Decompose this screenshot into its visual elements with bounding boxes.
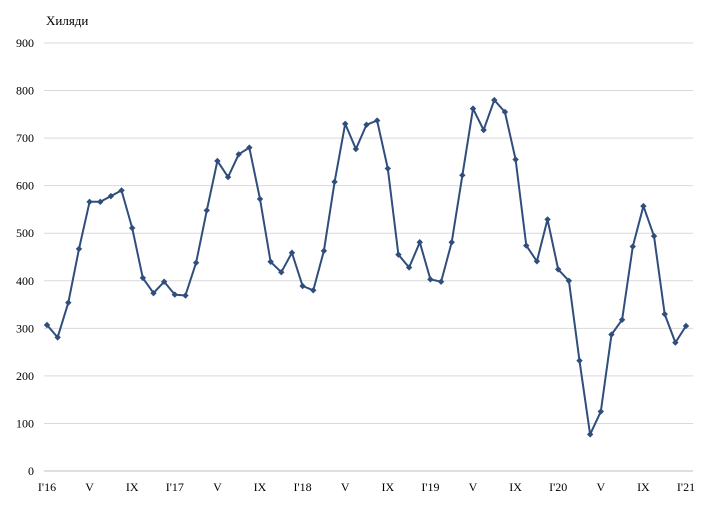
x-tick-label: V — [341, 480, 350, 494]
data-point — [288, 249, 296, 256]
y-axis-ticks: 0 100 200 300 400 500 600 700 800 900 — [16, 36, 34, 478]
data-point — [427, 276, 434, 283]
data-point — [512, 156, 519, 163]
data-point — [384, 165, 391, 172]
data-point — [650, 232, 658, 240]
data-point — [97, 198, 104, 206]
x-tick-label: IX — [254, 480, 267, 494]
data-point — [182, 292, 189, 299]
data-point — [150, 289, 157, 297]
data-point — [682, 322, 690, 330]
x-tick-label: V — [596, 480, 605, 494]
data-point — [118, 187, 125, 194]
x-tick-label: I'19 — [421, 480, 439, 494]
data-point — [267, 258, 274, 265]
y-tick-label: 300 — [16, 321, 34, 335]
data-point — [139, 274, 147, 282]
x-tick-label: IX — [637, 480, 650, 494]
data-point — [373, 117, 381, 124]
y-tick-label: 900 — [16, 36, 34, 50]
data-point — [437, 278, 445, 285]
data-point — [43, 321, 51, 329]
x-tick-label: IX — [381, 480, 394, 494]
data-point — [672, 339, 679, 346]
data-point — [661, 310, 668, 318]
x-tick-label: I'21 — [677, 480, 695, 494]
x-tick-label: V — [213, 480, 222, 494]
x-tick-label: I'20 — [549, 480, 567, 494]
data-point — [192, 259, 200, 266]
data-point — [597, 408, 604, 415]
y-tick-label: 500 — [16, 226, 34, 240]
data-point — [416, 239, 423, 246]
data-point — [235, 151, 242, 158]
y-tick-label: 0 — [28, 464, 34, 478]
y-tick-label: 200 — [16, 369, 34, 383]
data-point — [171, 291, 178, 298]
data-point — [629, 243, 636, 250]
data-point — [342, 120, 349, 128]
data-point — [448, 239, 455, 246]
data-point — [246, 144, 253, 151]
x-tick-label: I'16 — [38, 480, 56, 494]
data-point — [86, 198, 93, 206]
data-point — [310, 287, 317, 294]
data-point — [459, 172, 466, 179]
data-point — [352, 145, 360, 153]
data-point — [129, 224, 136, 232]
x-tick-label: IX — [509, 480, 522, 494]
data-point — [480, 126, 487, 134]
data-point — [469, 105, 477, 112]
y-tick-label: 400 — [16, 274, 34, 288]
data-point — [299, 282, 306, 290]
data-point — [331, 178, 338, 186]
data-point — [75, 245, 83, 253]
x-tick-label: IX — [126, 480, 139, 494]
data-point — [405, 264, 413, 271]
data-point — [523, 242, 530, 249]
data-point — [640, 202, 647, 210]
data-point — [555, 266, 562, 273]
data-point — [576, 357, 583, 364]
x-tick-label: V — [85, 480, 94, 494]
data-point — [618, 316, 626, 323]
data-point — [160, 278, 168, 285]
data-point — [533, 258, 541, 265]
data-point — [214, 157, 221, 165]
y-tick-label: 800 — [16, 84, 34, 98]
data-point — [501, 108, 509, 116]
x-axis-ticks: I'16 V IX I'17 V IX I'18 V IX I'19 V IX I'20 V IX I'21 — [38, 480, 695, 494]
series-layer — [43, 96, 690, 438]
y-tick-label: 600 — [16, 179, 34, 193]
data-point — [565, 277, 573, 284]
y-tick-label: 700 — [16, 131, 34, 145]
grid-lines — [44, 42, 693, 472]
data-point — [278, 269, 285, 276]
data-point — [363, 121, 370, 128]
data-point — [608, 331, 615, 338]
x-tick-label: I'18 — [294, 480, 312, 494]
y-unit-label: Хиляди — [46, 13, 88, 28]
data-point — [107, 192, 115, 200]
data-point — [224, 173, 232, 181]
x-tick-label: V — [469, 480, 478, 494]
data-point — [203, 207, 210, 214]
x-tick-label: I'17 — [166, 480, 184, 494]
data-point — [320, 247, 328, 255]
data-point — [65, 299, 72, 306]
data-point — [54, 334, 61, 341]
y-tick-label: 100 — [16, 416, 34, 430]
series-line — [46, 99, 687, 436]
data-point — [586, 431, 594, 438]
data-point — [491, 96, 498, 104]
data-point — [256, 195, 264, 203]
data-point — [395, 251, 402, 258]
data-point — [544, 216, 551, 223]
